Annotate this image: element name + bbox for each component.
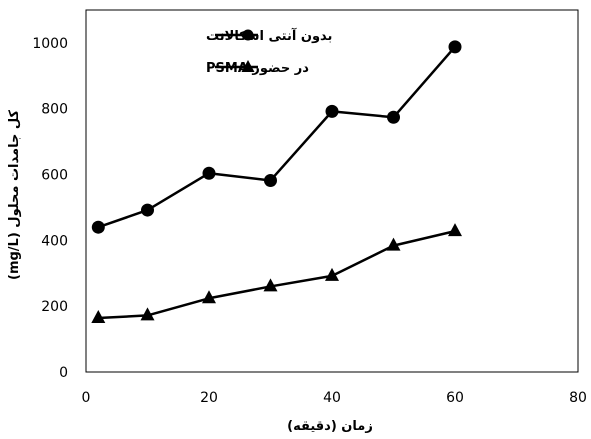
series-2	[91, 223, 462, 324]
x-tick-label: 20	[200, 390, 218, 406]
data-point-triangle	[202, 290, 216, 304]
y-tick-label: 1000	[32, 36, 68, 52]
x-axis-title: زمان (دقیقه)	[287, 419, 373, 434]
data-point-triangle	[91, 310, 106, 324]
legend-item-series-1: بدون آنتی اسکالانت	[206, 27, 332, 44]
data-point-circle	[141, 203, 154, 217]
data-point-triangle	[140, 307, 155, 321]
y-tick-label: 0	[59, 365, 68, 381]
x-tick-label: 0	[82, 390, 91, 406]
y-tick-label: 400	[41, 233, 68, 249]
data-point-triangle	[325, 267, 339, 281]
series-layer	[91, 40, 462, 324]
data-point-circle	[264, 173, 277, 187]
data-point-circle	[202, 166, 216, 180]
series-1	[91, 40, 462, 234]
legend-marker-triangle-icon	[241, 60, 255, 72]
y-tick-labels: 0 200 400 600 800 1000	[32, 36, 68, 381]
data-point-circle	[325, 104, 339, 118]
y-tick-label: 200	[41, 299, 68, 315]
x-tick-label: 80	[569, 390, 587, 406]
data-point-circle	[448, 40, 462, 54]
legend-marker-circle-icon	[242, 29, 254, 41]
plot-area	[85, 9, 579, 373]
x-tick-label: 60	[446, 390, 464, 406]
data-point-triangle	[448, 223, 462, 237]
data-point-triangle	[386, 237, 401, 251]
data-point-circle	[91, 220, 105, 234]
y-axis-title: کل جامدات محلول (mg/L)	[7, 110, 22, 280]
data-point-circle	[387, 110, 400, 124]
legend: بدون آنتی اسکالانت در حضور PSMA	[206, 27, 332, 76]
legend-label-series-1: بدون آنتی اسکالانت	[206, 27, 332, 44]
y-tick-label: 600	[41, 168, 68, 184]
legend-item-series-2: در حضور PSMA	[206, 60, 309, 76]
x-tick-labels: 0 20 40 60 80	[82, 390, 587, 406]
legend-label-series-2: در حضور PSMA	[206, 61, 309, 76]
y-tick-label: 800	[41, 102, 68, 118]
data-point-triangle	[263, 278, 278, 292]
x-tick-label: 40	[323, 390, 341, 406]
